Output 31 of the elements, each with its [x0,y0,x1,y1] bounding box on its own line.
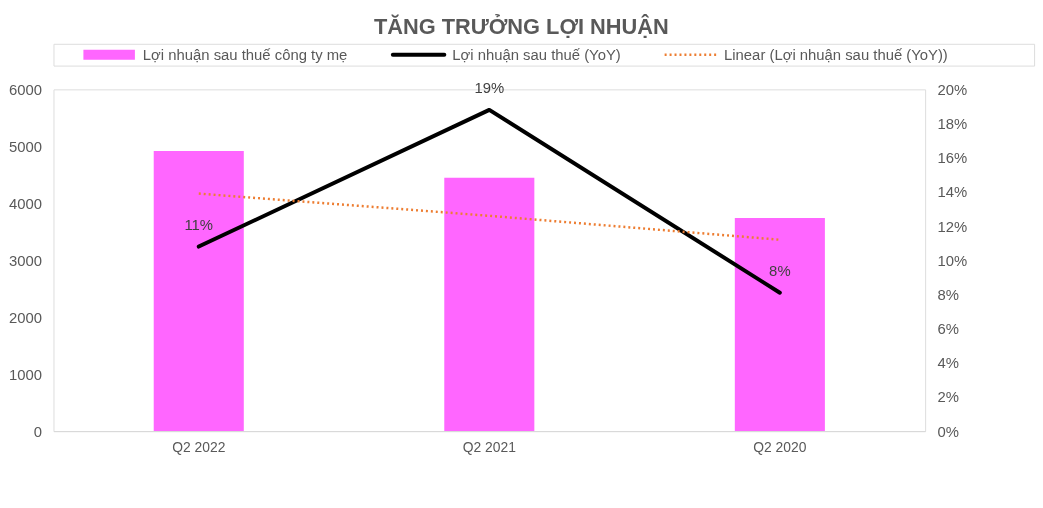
bar [444,177,535,432]
data-label: 11% [184,216,214,233]
y2-tick-label: 8% [937,286,959,303]
x-tick-label: Q2 2022 [172,439,226,456]
y2-tick-label: 2% [937,389,959,406]
y-tick-label: 0 [33,423,43,440]
y-tick-label: 2000 [9,309,43,326]
data-label: 8% [769,262,791,279]
y-tick-label: 1000 [9,366,43,383]
y-tick-label: 5000 [9,138,43,155]
y-tick-label: 3000 [9,252,43,269]
y-tick-label: 4000 [9,195,43,212]
x-tick-label: Q2 2021 [462,439,517,456]
chart-title: TĂNG TRƯỞNG LỢI NHUẬN [373,14,669,40]
y2-tick-label: 16% [937,150,968,167]
y2-tick-label: 14% [937,184,968,201]
bar [734,218,825,432]
legend-label: Linear (Lợi nhuận sau thuế (YoY)) [724,46,948,63]
data-label: 19% [474,80,505,97]
y2-tick-label: 6% [937,321,959,338]
y2-tick-label: 12% [937,218,968,235]
y2-tick-label: 0% [937,423,959,440]
y2-tick-label: 4% [937,355,959,372]
y2-tick-label: 20% [937,81,968,98]
bar [153,150,244,432]
legend-label: Lợi nhuận sau thuế công ty mẹ [142,46,348,63]
y2-tick-label: 10% [937,252,968,269]
x-tick-label: Q2 2020 [753,439,807,456]
y-tick-label: 6000 [9,81,43,98]
legend-label: Lợi nhuận sau thuế (YoY) [452,46,621,63]
y2-tick-label: 18% [937,116,968,132]
